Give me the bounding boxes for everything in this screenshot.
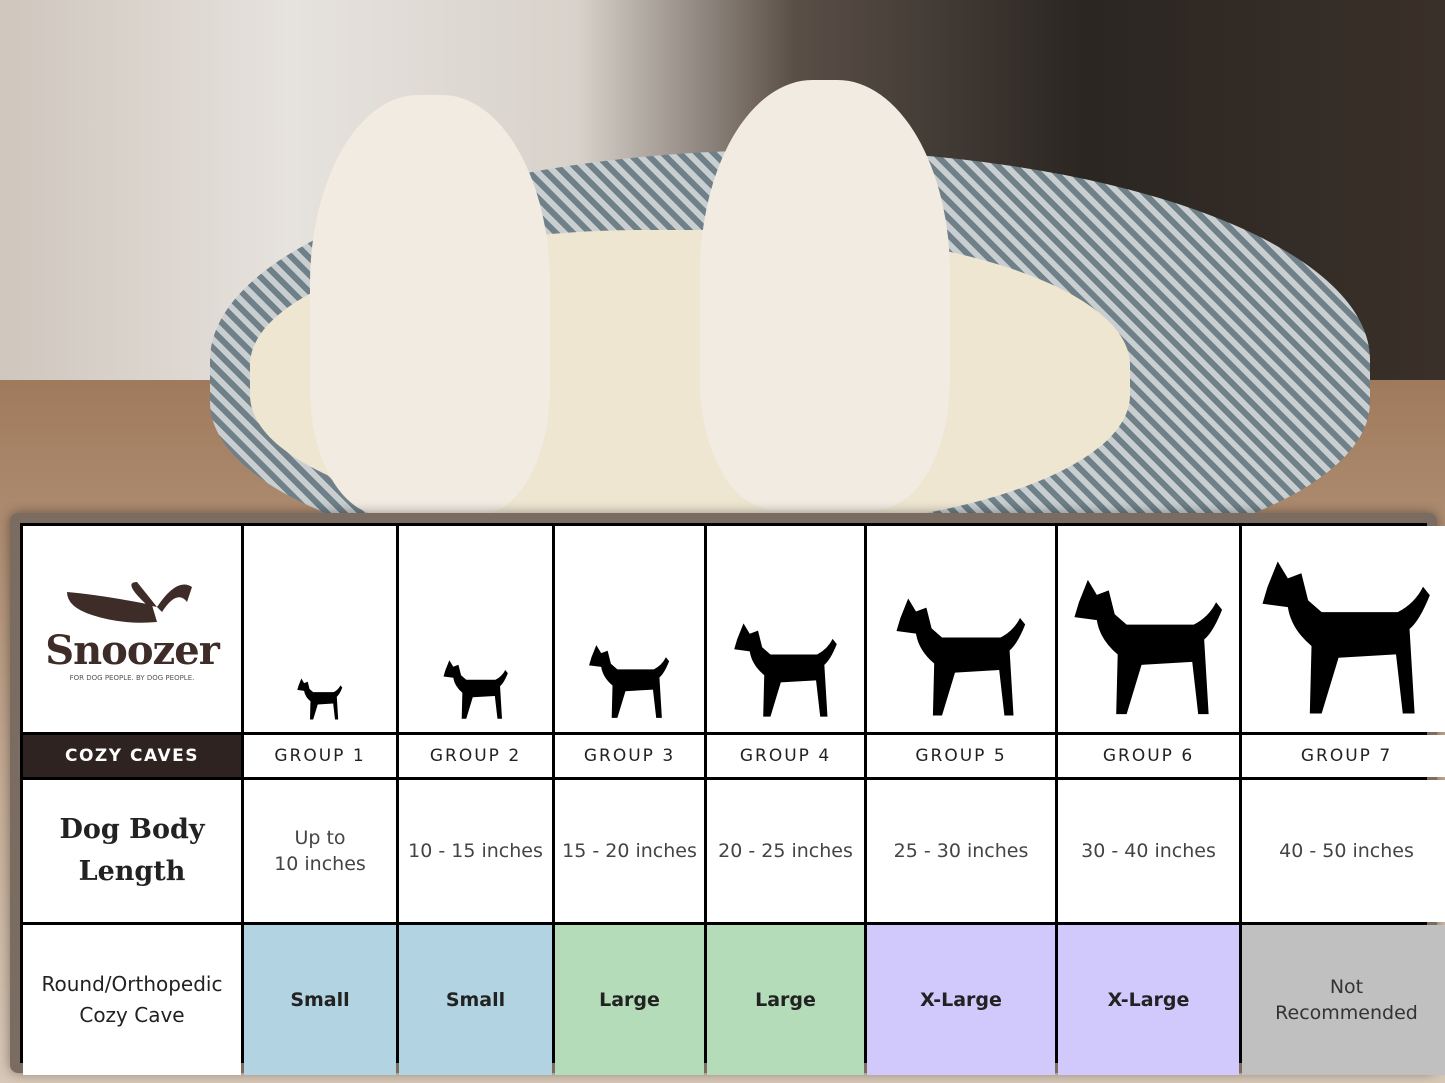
product-label: COZY CAVES bbox=[23, 735, 241, 777]
dog-silhouette-cell bbox=[707, 526, 864, 732]
dog-silhouette-cell bbox=[867, 526, 1055, 732]
body-length: 25 - 30 inches bbox=[867, 780, 1055, 922]
dog-left bbox=[310, 95, 550, 515]
group-label: GROUP 2 bbox=[399, 735, 552, 777]
doberman-silhouette-icon bbox=[1073, 579, 1222, 715]
dog-logo-icon bbox=[67, 581, 192, 623]
dog-silhouette-cell bbox=[1242, 526, 1445, 732]
body-length: 40 - 50 inches bbox=[1242, 780, 1445, 922]
bed-size: Small bbox=[399, 925, 552, 1075]
bed-size: X-Large bbox=[1058, 925, 1239, 1075]
size-chart: Snoozer FOR DOG PEOPLE. BY DOG PEOPLE. C… bbox=[20, 523, 1445, 1075]
pomeranian-silhouette-icon bbox=[443, 660, 508, 719]
body-length: 15 - 20 inches bbox=[555, 780, 704, 922]
snoozer-logo: Snoozer FOR DOG PEOPLE. BY DOG PEOPLE. bbox=[23, 526, 241, 732]
dog-silhouette-cell bbox=[555, 526, 704, 732]
dog-silhouette-cell bbox=[244, 526, 396, 732]
golden-retriever-silhouette-icon bbox=[896, 598, 1025, 716]
dog-silhouette-cell bbox=[1058, 526, 1239, 732]
great-dane-silhouette-icon bbox=[1262, 561, 1430, 714]
group-label: GROUP 3 bbox=[555, 735, 704, 777]
bed-size: Small bbox=[244, 925, 396, 1075]
bed-size: Large bbox=[555, 925, 704, 1075]
row-label-bed: Round/Orthopedic Cozy Cave bbox=[23, 925, 241, 1075]
group-label: GROUP 1 bbox=[244, 735, 396, 777]
body-length: Up to 10 inches bbox=[244, 780, 396, 922]
chihuahua-silhouette-icon bbox=[297, 678, 343, 720]
bed-size: X-Large bbox=[867, 925, 1055, 1075]
boston-terrier-silhouette-icon bbox=[589, 645, 670, 718]
group-label: GROUP 5 bbox=[867, 735, 1055, 777]
group-label: GROUP 7 bbox=[1242, 735, 1445, 777]
dog-silhouette-cell bbox=[399, 526, 552, 732]
dog-right bbox=[700, 80, 950, 510]
body-length: 10 - 15 inches bbox=[399, 780, 552, 922]
bed-size: Not Recommended bbox=[1242, 925, 1445, 1075]
shiba-silhouette-icon bbox=[733, 623, 837, 717]
group-label: GROUP 6 bbox=[1058, 735, 1239, 777]
row-label-length: Dog Body Length bbox=[23, 780, 241, 922]
body-length: 20 - 25 inches bbox=[707, 780, 864, 922]
group-label: GROUP 4 bbox=[707, 735, 864, 777]
bed-size: Large bbox=[707, 925, 864, 1075]
body-length: 30 - 40 inches bbox=[1058, 780, 1239, 922]
